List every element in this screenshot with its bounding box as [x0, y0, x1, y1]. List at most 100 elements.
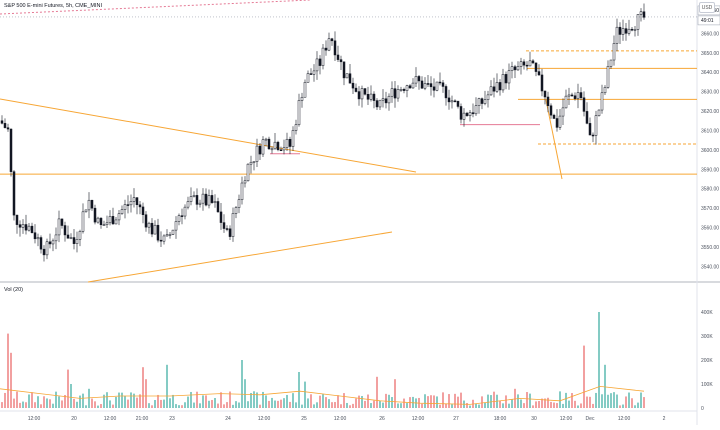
- candle-up: [390, 88, 394, 97]
- volume-bar: [445, 403, 447, 408]
- volume-bar: [178, 405, 180, 408]
- candle-up: [36, 237, 40, 240]
- candle-down: [33, 232, 37, 240]
- volume-bar: [367, 394, 369, 408]
- volume-tick-label: 100K: [701, 382, 713, 388]
- candle-down: [420, 80, 424, 89]
- candle-down: [426, 83, 430, 85]
- candle-up: [174, 221, 178, 231]
- candle-down: [537, 71, 541, 76]
- volume-bar: [493, 391, 495, 408]
- candle-down: [432, 86, 436, 91]
- candle-up: [468, 112, 472, 116]
- volume-bar: [280, 399, 282, 408]
- volume-bar: [541, 398, 543, 408]
- candle-down: [441, 82, 445, 87]
- candle-up: [27, 225, 31, 231]
- volume-bar: [79, 395, 81, 408]
- price-tick-label: 3630.00: [701, 90, 719, 96]
- volume-bar: [361, 396, 363, 408]
- volume-bar: [610, 393, 612, 408]
- candle-up: [345, 73, 349, 79]
- volume-bar: [466, 403, 468, 408]
- candle-down: [30, 225, 34, 233]
- candle-up: [510, 66, 514, 71]
- candle-down: [0, 120, 4, 124]
- trendline-short[interactable]: [545, 99, 563, 180]
- candle-down: [330, 38, 334, 42]
- volume-bar: [52, 403, 54, 408]
- candle-down: [579, 92, 583, 99]
- volume-bar: [553, 402, 555, 408]
- candle-up: [51, 240, 55, 245]
- volume-bar: [352, 403, 354, 408]
- volume-bar: [208, 400, 210, 408]
- candle-up: [435, 81, 439, 91]
- candle-up: [594, 115, 598, 136]
- candle-up: [84, 209, 88, 213]
- trendline-lower[interactable]: [87, 231, 393, 283]
- trendline-upper[interactable]: [0, 98, 417, 173]
- volume-bar: [313, 404, 315, 408]
- volume-bar: [46, 398, 48, 408]
- volume-bar: [292, 393, 294, 408]
- candle-down: [618, 26, 622, 35]
- time-axis-label: 18:00: [494, 416, 507, 422]
- candle-down: [72, 237, 76, 244]
- volume-ma-line: [0, 385, 645, 405]
- volume-bar: [127, 399, 129, 408]
- volume-bar: [43, 396, 45, 408]
- candle-down: [216, 201, 220, 213]
- candle-down: [351, 82, 355, 89]
- volume-bar: [157, 394, 159, 408]
- candle-up: [114, 219, 118, 225]
- volume-bar: [334, 402, 336, 408]
- volume-bar: [172, 394, 174, 408]
- volume-bar: [520, 399, 522, 408]
- candle-down: [309, 73, 313, 75]
- volume-bar: [163, 399, 165, 408]
- candle-up: [597, 109, 601, 116]
- volume-bar: [529, 393, 531, 408]
- volume-bar: [619, 405, 621, 408]
- volume-bar: [133, 393, 135, 408]
- candle-down: [144, 214, 148, 228]
- volume-bar: [577, 405, 579, 408]
- time-axis-label: 21:00: [136, 416, 149, 422]
- volume-tick-label: 400K: [701, 310, 713, 316]
- volume-bar: [34, 402, 36, 408]
- candle-down: [339, 59, 343, 63]
- volume-bar: [616, 394, 618, 408]
- candle-down: [3, 123, 7, 128]
- volume-bar: [640, 392, 642, 408]
- price-tick-label: 3610.00: [701, 128, 719, 134]
- candle-up: [171, 229, 175, 235]
- candle-down: [588, 123, 592, 136]
- currency-button[interactable]: USD: [699, 2, 715, 13]
- candle-up: [165, 234, 169, 237]
- candle-up: [87, 199, 91, 211]
- candle-up: [198, 202, 202, 205]
- volume-bar: [40, 404, 42, 408]
- volume-bar: [142, 367, 144, 408]
- candle-down: [459, 106, 463, 120]
- candle-up: [120, 209, 124, 214]
- volume-bar: [70, 384, 72, 408]
- candle-down: [99, 217, 103, 226]
- volume-bar: [562, 403, 564, 408]
- candle-up: [207, 195, 211, 206]
- volume-bar: [376, 376, 378, 408]
- candle-down: [642, 11, 646, 18]
- volume-bar: [370, 403, 372, 408]
- volume-bar: [223, 404, 225, 408]
- countdown-tag: [697, 15, 720, 26]
- volume-bar: [58, 396, 60, 408]
- volume-bar: [322, 394, 324, 408]
- price-tick-label: 3590.00: [701, 167, 719, 173]
- candle-up: [75, 239, 79, 244]
- candle-up: [162, 235, 166, 242]
- volume-bar: [283, 398, 285, 408]
- volume-bar: [634, 405, 636, 408]
